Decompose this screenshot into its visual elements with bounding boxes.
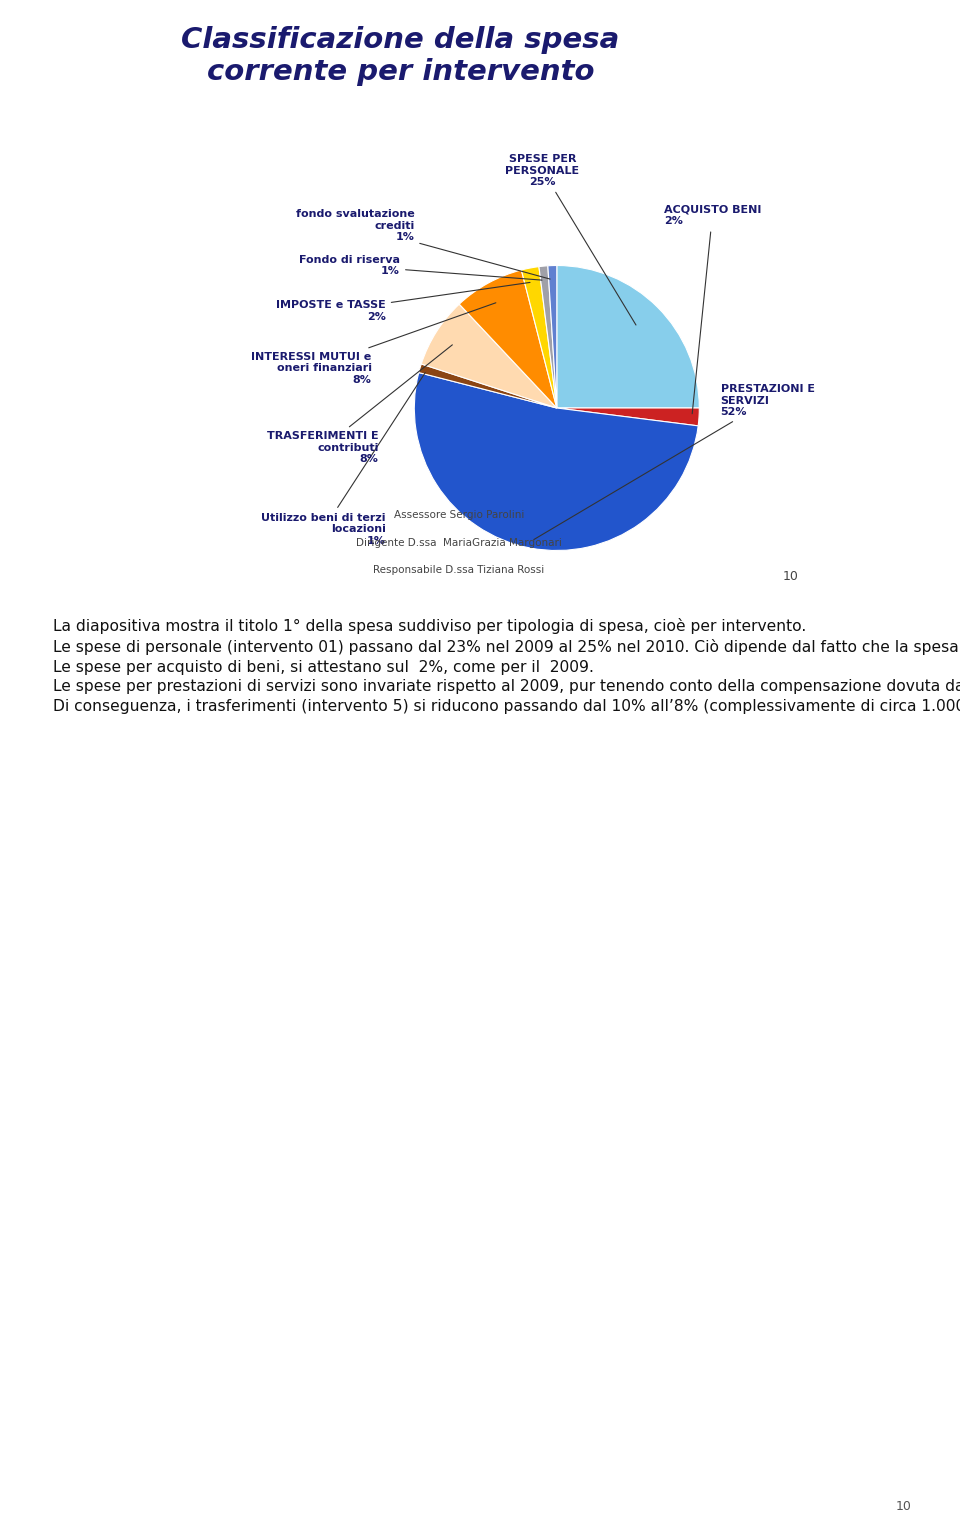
Wedge shape — [421, 303, 557, 409]
Text: PRESTAZIONI E
SERVIZI
52%: PRESTAZIONI E SERVIZI 52% — [534, 384, 815, 540]
Wedge shape — [459, 270, 557, 409]
Text: IMPOSTE e TASSE
2%: IMPOSTE e TASSE 2% — [276, 282, 530, 322]
Wedge shape — [548, 265, 557, 409]
Text: fondo svalutazione
crediti
1%: fondo svalutazione crediti 1% — [296, 209, 550, 279]
Text: 10: 10 — [896, 1499, 912, 1513]
Text: ACQUISTO BENI
2%: ACQUISTO BENI 2% — [663, 204, 761, 413]
Wedge shape — [557, 409, 699, 425]
Text: La diapositiva mostra il titolo 1° della spesa suddiviso per tipologia di spesa,: La diapositiva mostra il titolo 1° della… — [53, 618, 960, 714]
Wedge shape — [415, 372, 698, 551]
Wedge shape — [557, 265, 699, 409]
Text: INTERESSI MUTUI e
oneri finanziari
8%: INTERESSI MUTUI e oneri finanziari 8% — [252, 303, 495, 384]
Text: Assessore Sergio Parolini: Assessore Sergio Parolini — [394, 509, 524, 520]
Wedge shape — [539, 265, 557, 409]
Text: SPESE PER
PERSONALE
25%: SPESE PER PERSONALE 25% — [506, 154, 636, 325]
Text: Fondo di riserva
1%: Fondo di riserva 1% — [300, 255, 542, 281]
Wedge shape — [419, 364, 557, 409]
Text: TRASFERIMENTI E
contributi
8%: TRASFERIMENTI E contributi 8% — [267, 345, 452, 465]
Text: Responsabile D.ssa Tiziana Rossi: Responsabile D.ssa Tiziana Rossi — [373, 566, 544, 575]
Text: Utilizzo beni di terzi
locazioni
1%: Utilizzo beni di terzi locazioni 1% — [261, 372, 425, 546]
Text: 10: 10 — [782, 570, 799, 583]
Text: Dirigente D.ssa  MariaGrazia Margonari: Dirigente D.ssa MariaGrazia Margonari — [356, 538, 562, 547]
Text: Classificazione della spesa
corrente per intervento: Classificazione della spesa corrente per… — [181, 26, 619, 85]
Wedge shape — [521, 267, 557, 409]
